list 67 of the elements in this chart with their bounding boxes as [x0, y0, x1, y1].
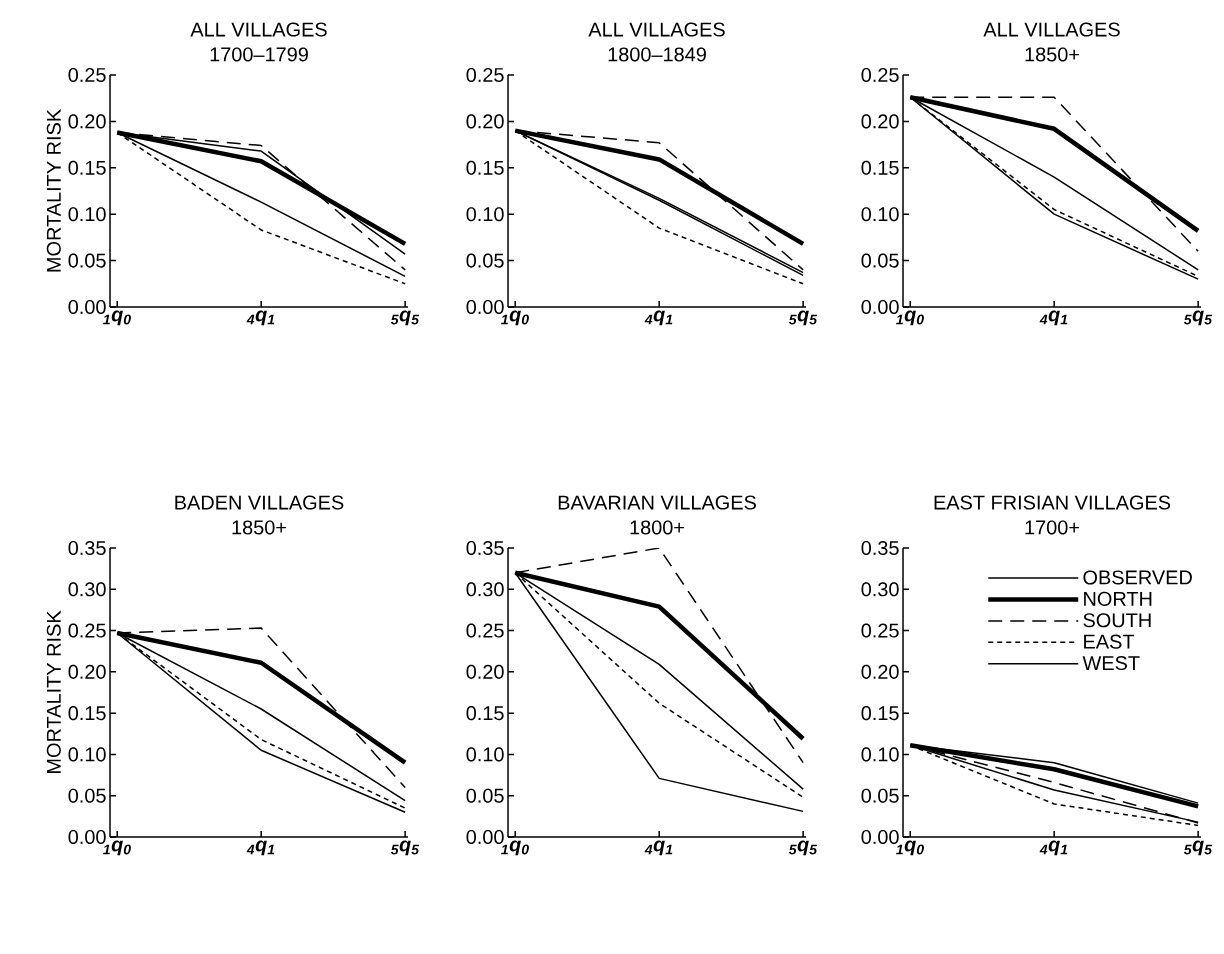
y-tick-label: 0.30: [68, 582, 106, 597]
chart-title: BAVARIAN VILLAGES: [558, 495, 756, 510]
chart-title: EAST FRISIAN VILLAGES: [934, 495, 1171, 510]
y-tick-label: 0.25: [68, 623, 106, 638]
legend-label: SOUTH: [1083, 613, 1151, 628]
chart-subtitle: 1700+: [1025, 520, 1079, 535]
x-tick-label: $_{4}$q$_{1}$: [644, 310, 673, 326]
y-tick-label: 0.35: [68, 540, 106, 556]
y-tick-label: 0.35: [861, 540, 899, 556]
chart-title: BADEN VILLAGES: [175, 495, 344, 510]
y-tick-label: 0.15: [466, 706, 504, 721]
y-tick-label: 0.10: [466, 747, 504, 762]
chart-title: ALL VILLAGES: [190, 22, 327, 37]
x-tick-label: $_{4}$q$_{1}$: [1039, 840, 1068, 856]
y-tick-label: 0.15: [466, 160, 504, 175]
y-tick-label: 0.20: [466, 114, 504, 129]
chart-title: ALL VILLAGES: [588, 22, 725, 37]
chart-title: ALL VILLAGES: [983, 22, 1120, 37]
y-tick-label: 0.25: [68, 67, 106, 83]
chart-subtitle: 1850+: [232, 520, 286, 535]
y-tick-label: 0.05: [861, 253, 899, 268]
y-tick-label: 0.25: [466, 67, 504, 83]
x-tick-label: $_{5}$q$_{5}$: [788, 840, 818, 856]
legend-label: WEST: [1082, 655, 1140, 671]
y-tick-label: 0.25: [861, 67, 899, 83]
y-tick-label: 0.15: [68, 160, 106, 175]
x-tick-label: $_{5}$q$_{5}$: [788, 310, 818, 326]
chart-subtitle: 1700–1799: [210, 47, 308, 62]
y-tick-label: 0.15: [861, 160, 899, 175]
x-tick-label: $_{5}$q$_{5}$: [390, 840, 420, 856]
y-tick-label: 0.10: [861, 207, 899, 222]
legend-label: NORTH: [1084, 591, 1152, 606]
x-tick-label: $_{4}$q$_{1}$: [644, 840, 673, 856]
y-axis-title: MORTALITY RISK: [46, 109, 61, 272]
y-tick-label: 0.10: [861, 747, 899, 762]
y-tick-label: 0.05: [861, 788, 899, 803]
y-tick-label: 0.30: [466, 582, 504, 597]
x-tick-label: $_{4}$q$_{1}$: [246, 310, 275, 326]
y-tick-label: 0.20: [466, 664, 504, 679]
x-tick-label: $_{5}$q$_{5}$: [1183, 310, 1213, 326]
y-tick-label: 0.10: [68, 207, 106, 222]
y-tick-label: 0.05: [466, 253, 504, 268]
y-tick-label: 0.20: [861, 114, 899, 129]
y-tick-label: 0.20: [68, 114, 106, 129]
legend-label: OBSERVED: [1083, 570, 1192, 585]
y-tick-label: 0.20: [68, 664, 106, 679]
x-tick-label: $_{5}$q$_{5}$: [390, 310, 420, 326]
y-tick-label: 0.10: [466, 207, 504, 222]
y-tick-label: 0.15: [68, 706, 106, 721]
chart-subtitle: 1800–1849: [608, 47, 706, 62]
y-tick-label: 0.25: [466, 623, 504, 638]
y-tick-label: 0.30: [861, 582, 899, 597]
y-axis-title: MORTALITY RISK: [46, 610, 61, 773]
x-tick-label: $_{4}$q$_{1}$: [246, 840, 275, 856]
y-tick-label: 0.15: [861, 706, 899, 721]
y-tick-label: 0.25: [861, 623, 899, 638]
y-tick-label: 0.20: [861, 664, 899, 679]
y-tick-label: 0.05: [68, 253, 106, 268]
y-tick-label: 0.05: [466, 788, 504, 803]
y-tick-label: 0.35: [466, 540, 504, 556]
chart-subtitle: 1850+: [1025, 47, 1079, 62]
legend-label: EAST: [1084, 634, 1135, 649]
x-tick-label: $_{5}$q$_{5}$: [1183, 840, 1213, 856]
x-tick-label: $_{4}$q$_{1}$: [1039, 310, 1068, 326]
y-tick-label: 0.10: [68, 747, 106, 762]
chart-subtitle: 1800+: [630, 520, 684, 535]
y-tick-label: 0.05: [68, 788, 106, 803]
